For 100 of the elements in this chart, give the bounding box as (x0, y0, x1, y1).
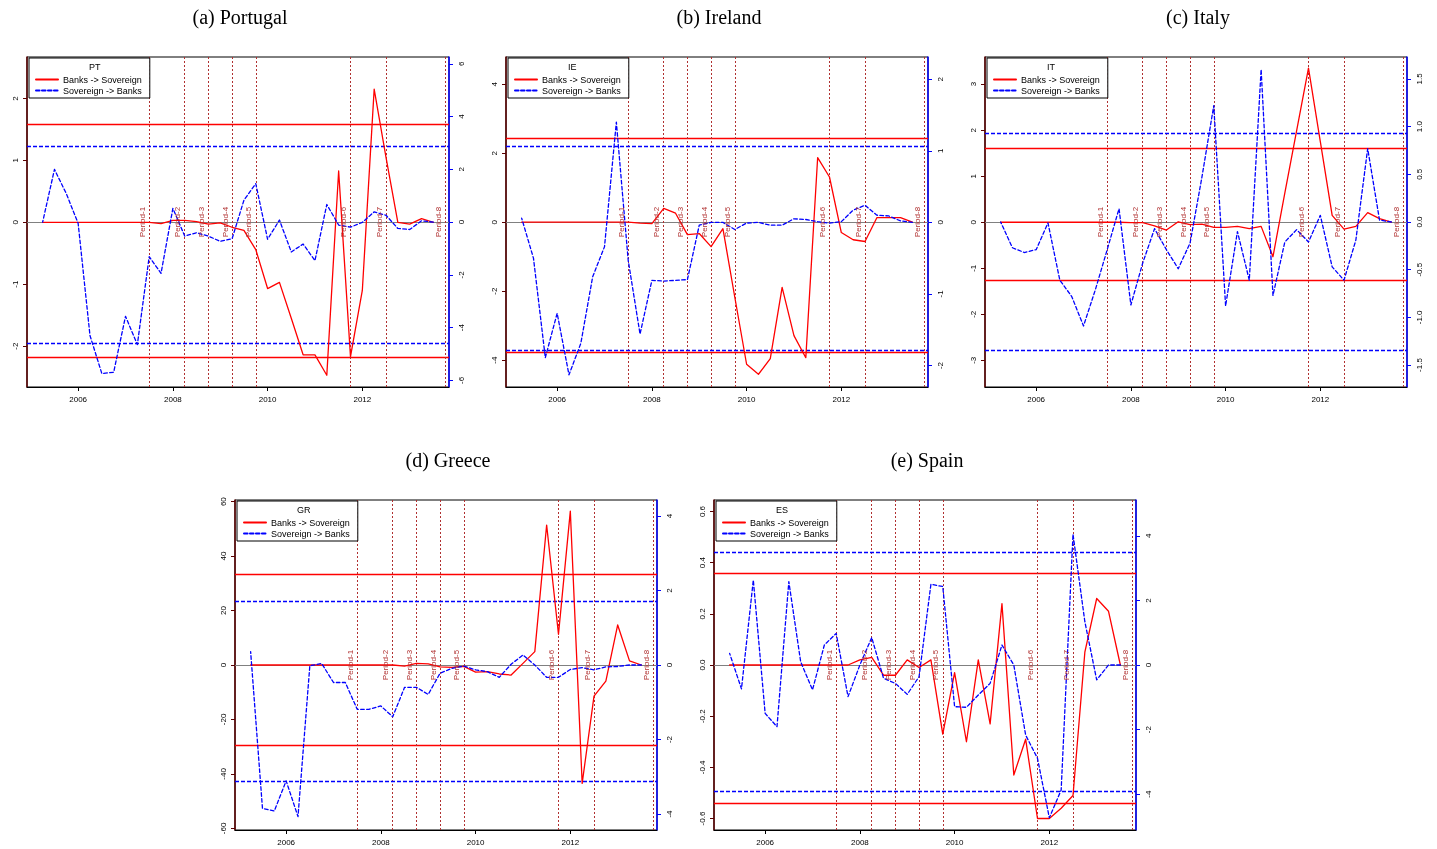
ref-line-label: Period-6 (546, 649, 556, 681)
y2-tick-label: 2 (456, 166, 466, 172)
ref-line-label: Period-7 (1061, 649, 1071, 681)
ref-line-label: Period-4 (220, 206, 230, 238)
ref-line-label: Period-8 (1120, 649, 1130, 681)
y-tick-label: 2 (968, 127, 978, 133)
x-tick-label: 2012 (832, 394, 851, 404)
y-tick-label: 0.0 (697, 658, 707, 671)
y-tick-label: 2 (10, 95, 20, 101)
y2-tick-label: -1 (935, 289, 945, 298)
x-tick-label: 2012 (1040, 837, 1059, 847)
legend-label: Sovereign -> Banks (63, 85, 143, 96)
ref-line-label: Period-6 (1296, 206, 1306, 238)
ref-line-label: Period-5 (452, 649, 462, 681)
ref-line-label: Period-1 (345, 649, 355, 681)
ref-line-label: Period-6 (338, 206, 348, 238)
y2-tick-label: 1.0 (1414, 120, 1424, 133)
x-tick-label: 2006 (1027, 394, 1046, 404)
ref-line-label: Period-1 (616, 206, 626, 238)
x-tick-label: 2010 (466, 837, 486, 847)
x-tick-label: 2010 (1216, 394, 1236, 404)
y-tick-label: 0.6 (697, 505, 707, 518)
y2-tick-label: 4 (456, 113, 466, 119)
y-tick-label: -4 (489, 356, 499, 364)
y2-tick-label: 0.5 (1414, 168, 1424, 180)
y2-tick-label: 2 (664, 587, 674, 593)
y2-tick-label: 0.0 (1414, 215, 1424, 228)
chart-title: (e) Spain (890, 449, 964, 472)
ref-line-label: Period-3 (883, 649, 893, 681)
ref-line-label: Period-4 (699, 206, 709, 238)
y-tick-label: 0 (10, 219, 20, 225)
x-tick-label: 2010 (258, 394, 278, 404)
x-tick-label: 2012 (353, 394, 372, 404)
y-tick-label: 0.2 (697, 607, 707, 620)
legend-title: ES (776, 504, 789, 515)
ref-line-label: Period-8 (912, 206, 922, 238)
x-tick-label: 2008 (163, 394, 183, 404)
legend-label: Sovereign -> Banks (1021, 85, 1101, 96)
ref-line-label: Period-7 (582, 649, 592, 681)
ref-line-label: Period-4 (1178, 206, 1188, 238)
ref-line-label: Period-5 (931, 649, 941, 681)
legend-label: Sovereign -> Banks (271, 528, 351, 539)
y2-tick-label: -2 (664, 735, 674, 744)
y-tick-label: 1 (10, 157, 20, 163)
ref-line-label: Period-4 (428, 649, 438, 681)
y2-tick-label: 4 (1143, 533, 1153, 539)
y2-tick-label: 0 (935, 219, 945, 225)
ref-line-label: Period-3 (1154, 206, 1164, 238)
y-tick-label: -60 (218, 822, 228, 835)
y-tick-label: -0.2 (697, 708, 707, 724)
y-tick-label: 60 (218, 496, 228, 507)
y-tick-label: -3 (968, 356, 978, 364)
ref-line-label: Period-3 (675, 206, 685, 238)
y2-tick-label: 0 (1143, 662, 1153, 668)
ref-line-label: Period-6 (817, 206, 827, 238)
x-tick-label: 2010 (737, 394, 757, 404)
ref-line-label: Period-2 (652, 206, 662, 238)
x-tick-label: 2008 (1121, 394, 1141, 404)
y-tick-label: -2 (10, 342, 20, 350)
y2-tick-label: 4 (664, 513, 674, 519)
ref-line-label: Period-2 (1131, 206, 1141, 238)
y2-tick-label: -2 (456, 270, 466, 279)
legend-label: Banks -> Sovereign (63, 74, 142, 85)
ref-line-label: Period-7 (853, 206, 863, 238)
y-tick-label: -0.4 (697, 759, 707, 775)
chart-title: (a) Portugal (192, 6, 288, 29)
legend-title: PT (89, 61, 101, 72)
y-tick-label: -0.6 (697, 811, 707, 826)
ref-line-label: Period-7 (374, 206, 384, 238)
y-tick-label: -2 (968, 310, 978, 318)
legend-title: IT (1047, 61, 1056, 72)
ref-line-label: Period-5 (723, 206, 733, 238)
chart-title: (c) Italy (1166, 6, 1230, 29)
ref-line-label: Period-1 (137, 206, 147, 238)
ref-line-label: Period-6 (1025, 649, 1035, 681)
y-tick-label: 2 (489, 150, 499, 156)
legend-label: Banks -> Sovereign (271, 517, 350, 528)
legend-title: IE (568, 61, 577, 72)
ref-line-label: Period-3 (404, 649, 414, 681)
ref-line-label: Period-2 (173, 206, 183, 238)
y2-tick-label: -1.0 (1414, 309, 1424, 325)
legend-label: Banks -> Sovereign (542, 74, 621, 85)
y-tick-label: 3 (968, 81, 978, 87)
ref-line-label: Period-5 (1202, 206, 1212, 238)
ref-line-label: Period-8 (433, 206, 443, 238)
chart-title: (d) Greece (405, 449, 491, 472)
ref-line-label: Period-3 (196, 206, 206, 238)
y-tick-label: 40 (218, 551, 228, 561)
x-tick-label: 2008 (642, 394, 662, 404)
y2-tick-label: -2 (935, 361, 945, 370)
ref-line-label: Period-2 (860, 649, 870, 681)
y2-tick-label: 2 (935, 76, 945, 82)
y2-tick-label: 1.5 (1414, 72, 1424, 85)
y2-tick-label: 0 (664, 662, 674, 668)
y-tick-label: 20 (218, 605, 228, 615)
y-tick-label: 0 (489, 219, 499, 225)
y-tick-label: -2 (489, 287, 499, 295)
y2-tick-label: -2 (1143, 725, 1153, 734)
ref-line-label: Period-2 (381, 649, 391, 681)
y-tick-label: 0.4 (697, 556, 707, 569)
